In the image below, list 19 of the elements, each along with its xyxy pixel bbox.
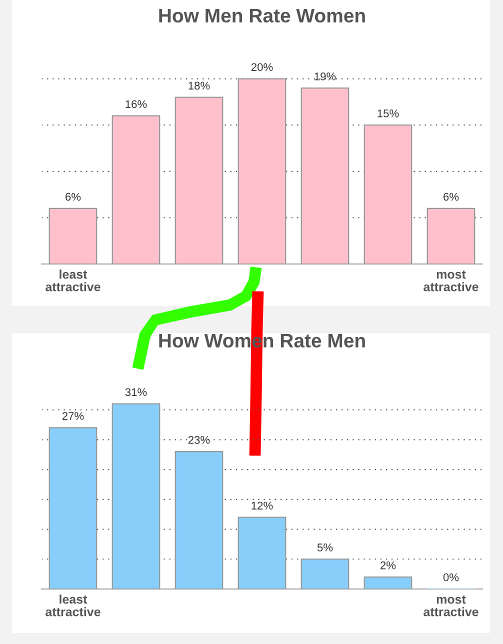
data-label: 18%: [188, 82, 210, 90]
x-tick-label: most attractive: [424, 595, 478, 616]
data-label: 16%: [126, 100, 147, 108]
data-label: 15%: [378, 110, 399, 118]
data-label: 2%: [380, 561, 396, 570]
x-tick-label: least attractive: [46, 594, 100, 616]
data-label: 12%: [252, 502, 273, 510]
data-label: 27%: [62, 412, 84, 420]
data-label: 20%: [251, 63, 273, 72]
x-tick-label: least attractive: [46, 270, 100, 292]
data-label: 6%: [66, 192, 81, 201]
x-tick-label: most attractive: [424, 270, 478, 292]
data-label: 5%: [317, 544, 333, 552]
data-label: 19%: [314, 72, 336, 80]
data-label: 31%: [125, 388, 147, 396]
data-label: 6%: [444, 192, 459, 201]
data-label: 0%: [443, 573, 459, 582]
data-label: 23%: [188, 436, 210, 444]
chart-title: How Men Rate Women: [159, 8, 365, 23]
